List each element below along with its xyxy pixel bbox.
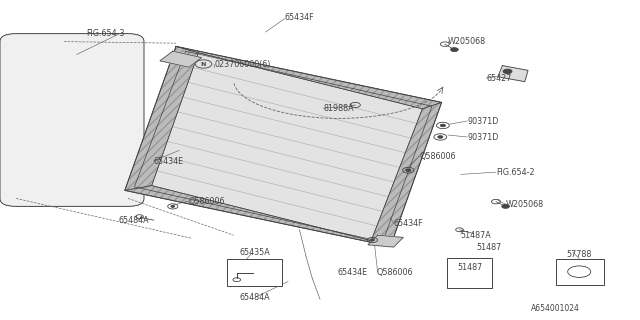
Text: 90371D: 90371D [467,117,499,126]
Text: FIG.654-2: FIG.654-2 [496,168,534,177]
FancyBboxPatch shape [0,34,144,206]
Text: 57788: 57788 [566,250,592,259]
Text: 51487: 51487 [477,244,502,252]
Circle shape [438,136,443,138]
Polygon shape [125,186,390,246]
Text: Q586006: Q586006 [376,268,413,277]
FancyBboxPatch shape [556,259,604,285]
Polygon shape [125,46,198,190]
Polygon shape [125,46,442,246]
Circle shape [451,48,458,52]
Circle shape [503,69,512,74]
Text: FIG.654-3: FIG.654-3 [86,29,125,38]
Text: 90371D: 90371D [467,133,499,142]
Text: 65434E: 65434E [154,157,184,166]
Text: W205068: W205068 [506,200,544,209]
Polygon shape [160,51,202,67]
Text: A654001024: A654001024 [531,304,580,313]
Text: 65434F: 65434F [285,13,314,22]
Text: W205068: W205068 [448,37,486,46]
Text: N: N [201,61,206,67]
Text: Q586006: Q586006 [419,152,456,161]
Circle shape [171,205,175,207]
Text: 65427: 65427 [486,74,512,83]
Text: 51487A: 51487A [461,231,492,240]
Polygon shape [368,235,403,247]
Circle shape [406,169,411,172]
Text: 81988A: 81988A [323,104,354,113]
FancyBboxPatch shape [227,259,282,286]
Text: 65484A: 65484A [118,216,149,225]
Text: 65434E: 65434E [338,268,368,277]
Text: Q586006: Q586006 [189,197,225,206]
Text: 51487: 51487 [458,263,483,272]
Circle shape [371,239,374,241]
Polygon shape [176,46,442,109]
Circle shape [440,124,445,127]
Polygon shape [371,102,442,246]
Text: 65434F: 65434F [394,220,423,228]
FancyBboxPatch shape [447,258,492,288]
Polygon shape [152,53,422,241]
Polygon shape [498,66,528,82]
Text: 023706000(6): 023706000(6) [214,60,271,68]
Text: 65484A: 65484A [240,293,271,302]
Circle shape [502,204,509,208]
Text: 65435A: 65435A [240,248,271,257]
